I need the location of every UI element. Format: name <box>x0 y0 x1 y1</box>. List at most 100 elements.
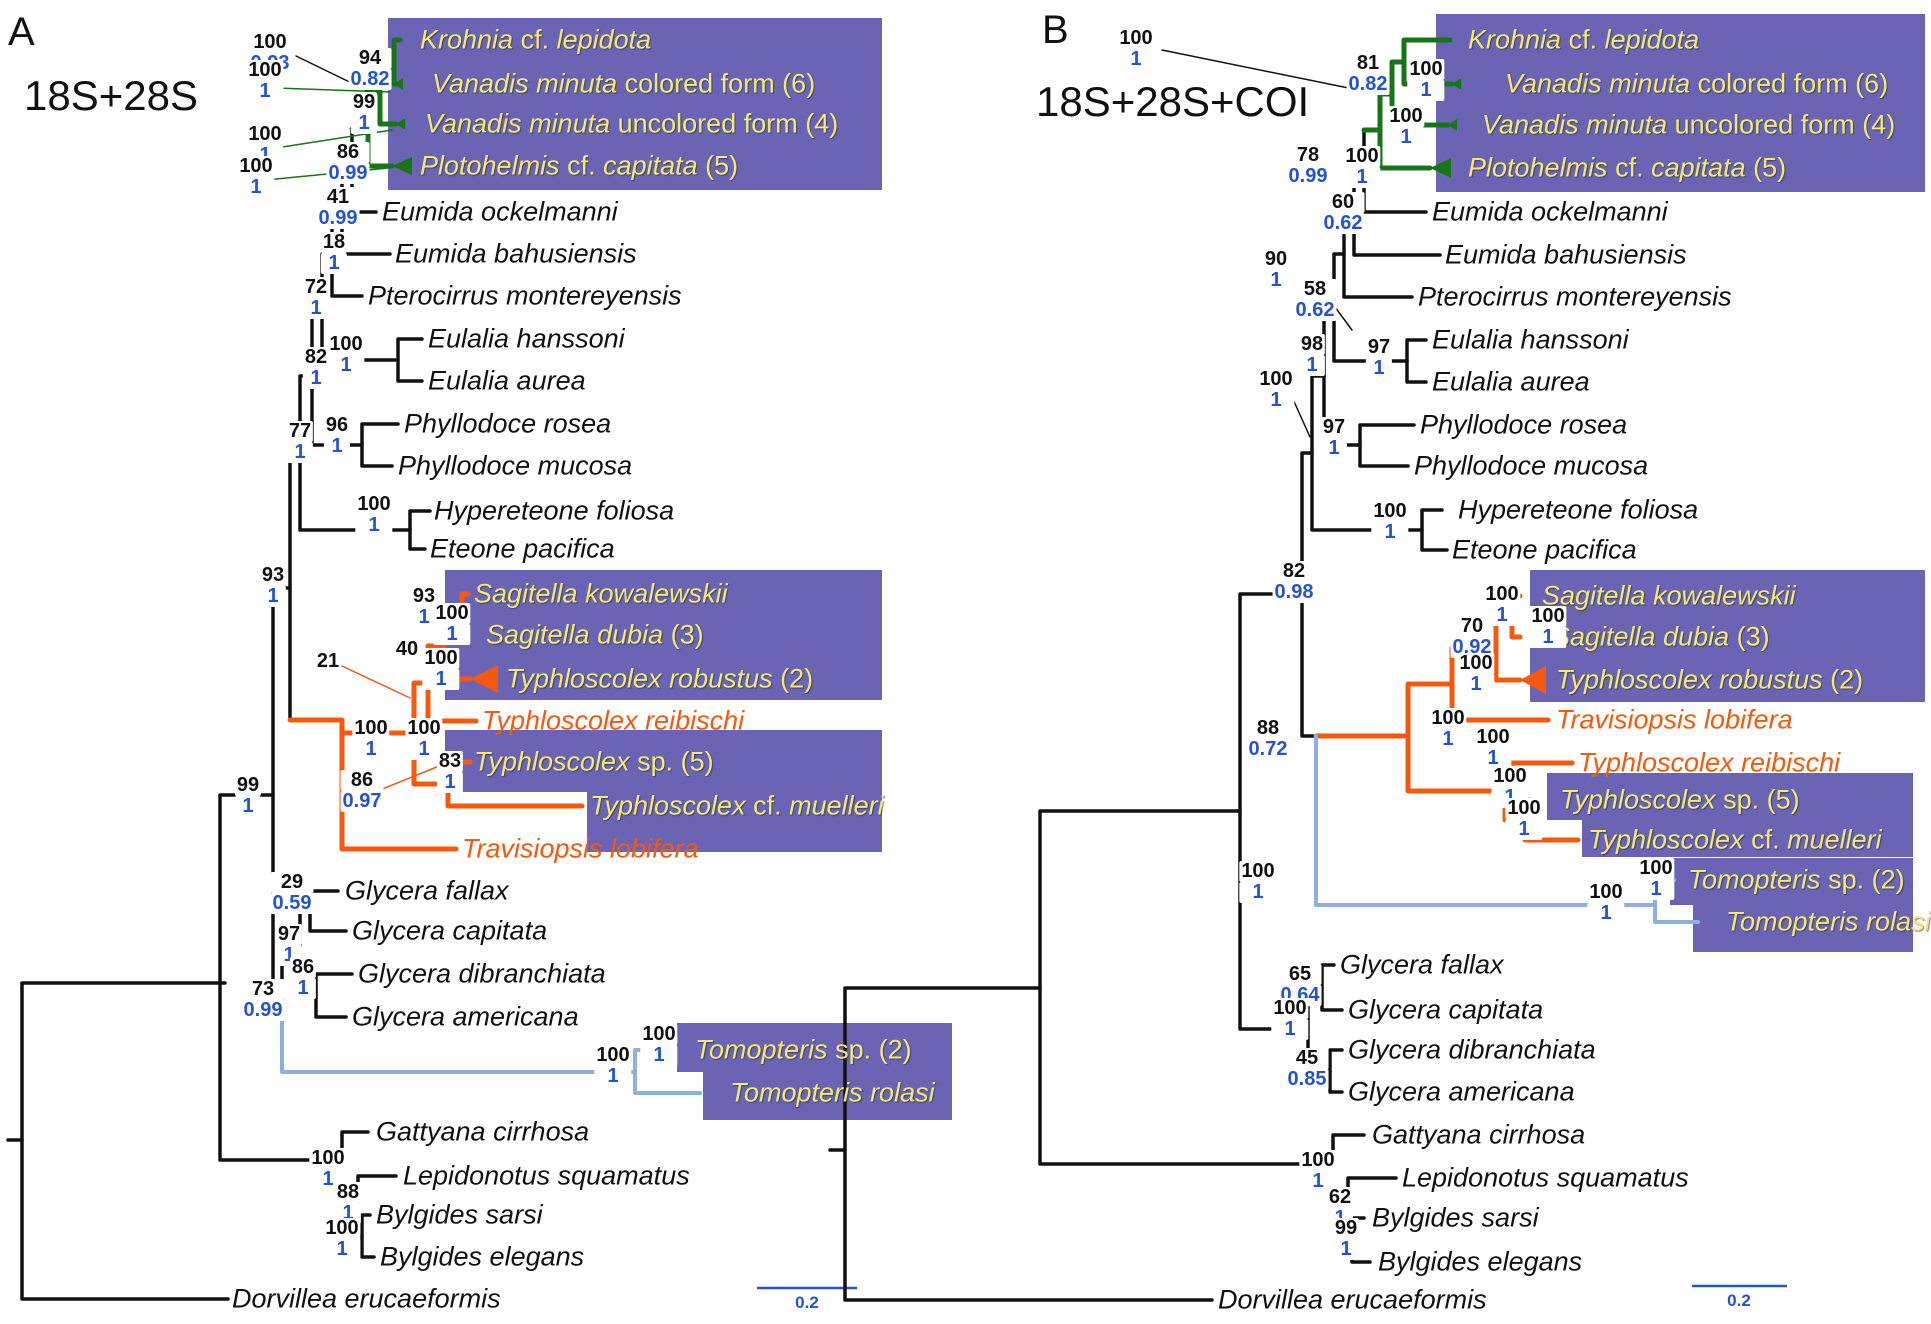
bootstrap-value: 70 <box>1450 616 1494 637</box>
taxon-name-segment: muelleri <box>789 790 884 821</box>
bootstrap-value: 99 <box>234 774 262 796</box>
posterior-probability-value: 1 <box>1365 358 1393 379</box>
support-values: 100 1 <box>1387 106 1425 148</box>
bootstrap-value: 100 <box>1343 145 1381 167</box>
support-leader-line <box>1314 734 1657 907</box>
taxon-name-segment: Lepidonotus squamatus <box>1402 1162 1689 1193</box>
taxon-name-segment: Glycera americana <box>352 1001 579 1032</box>
bootstrap-value: 97 <box>1320 416 1348 438</box>
taxon-name-segment: cf. <box>1607 152 1652 183</box>
support-values: 100 1 <box>1529 606 1567 648</box>
support-leader-line <box>379 763 445 791</box>
taxon-label: Phyllodoce rosea <box>1420 409 1628 440</box>
support-leader-line <box>1161 49 1379 95</box>
posterior-probability-value: 0.99 <box>241 999 285 1021</box>
taxon-name-segment: Vanadis minuta <box>1482 109 1668 140</box>
taxon-name-segment: muelleri <box>1787 824 1882 855</box>
posterior-probability-value: 1 <box>1387 127 1425 148</box>
taxon-label: Typhloscolex cf. muelleri <box>1588 824 1882 855</box>
support-values: 100 1 <box>237 156 275 198</box>
bootstrap-value: 94 <box>348 48 392 69</box>
support-values: 100 1 <box>1257 369 1295 411</box>
taxon-label: Hypereteone foliosa <box>1458 496 1698 524</box>
taxon-name-segment: Eumida bahusiensis <box>395 238 637 269</box>
taxon-name-segment: (5) <box>1745 152 1787 183</box>
bootstrap-value: 100 <box>1429 707 1467 729</box>
taxon-name-segment: sp. (5) <box>1715 784 1800 815</box>
support-values: 99 1 <box>234 774 262 817</box>
taxon-name-segment: Typhloscolex robustus <box>1556 664 1823 695</box>
taxon-label: Eumida bahusiensis <box>1445 241 1687 269</box>
taxon-name-segment: Sagitella dubia <box>1552 621 1730 652</box>
branch-path <box>1405 338 1428 384</box>
taxon-name-segment: Typhloscolex <box>1560 784 1716 815</box>
taxon-label: Pterocirrus montereyensis <box>1418 283 1732 311</box>
support-values: 96 1 <box>323 415 351 457</box>
clade-highlight-box <box>445 730 882 792</box>
support-values: 100 1 <box>1371 501 1409 543</box>
panel-b-title: 18S+28S+COI <box>1036 78 1310 125</box>
taxon-label: Bylgides elegans <box>1378 1248 1582 1276</box>
taxon-name-segment: Travisiopsis lobifera <box>462 833 699 864</box>
posterior-probability-value: 0.82 <box>1346 73 1390 95</box>
bootstrap-value: 100 <box>246 59 284 81</box>
bootstrap-value: 72 <box>302 276 330 298</box>
taxon-label: Typhloscolex robustus (2) <box>506 665 813 693</box>
posterior-probability-value: 1 <box>327 355 365 376</box>
scale-bar-label-a: 0.2 <box>795 1293 819 1312</box>
taxon-label: Sagitella dubia (3) <box>486 621 704 649</box>
taxon-name-segment: Eulalia aurea <box>428 365 586 396</box>
bootstrap-value: 100 <box>1117 27 1155 49</box>
taxon-name-segment: Phyllodoce rosea <box>1420 409 1628 440</box>
taxon-label: Typhloscolex cf. muelleri <box>590 790 884 821</box>
support-values: 58 0.62 <box>1293 279 1337 321</box>
bootstrap-value: 100 <box>433 602 471 624</box>
support-values: 100 1 <box>433 602 471 645</box>
taxon-label: Sagitella kowalewskii <box>1542 580 1796 611</box>
posterior-probability-value: 1 <box>422 669 460 690</box>
taxon-label: Eumida ockelmanni <box>382 198 618 226</box>
posterior-probability-value: 1 <box>350 113 378 134</box>
support-values: 45 0.85 <box>1285 1048 1329 1090</box>
support-values: 100 1 <box>640 1024 678 1066</box>
branch-path <box>360 1213 376 1259</box>
bootstrap-value: 100 <box>1271 997 1309 1019</box>
taxon-label: Bylgides elegans <box>380 1243 584 1271</box>
posterior-probability-value: 1 <box>323 1239 361 1260</box>
support-values: 21 <box>314 651 342 672</box>
clade-highlight-box <box>587 792 882 852</box>
taxon-label: Vanadis minuta colored form (6) <box>1505 70 1888 98</box>
taxon-label: Eulalia aurea <box>428 365 586 396</box>
support-values: 78 0.99 <box>1286 145 1330 187</box>
branch-path <box>843 986 1214 1302</box>
taxon-label: Lepidonotus squamatus <box>403 1162 690 1190</box>
bootstrap-value: 88 <box>334 1181 362 1203</box>
taxon-name-segment: Dorvillea erucaeformis <box>232 1283 501 1314</box>
taxon-name-segment: Sagitella kowalewskii <box>1542 580 1796 611</box>
taxon-label: Plotohelmis cf. capitata (5) <box>1468 152 1787 183</box>
posterior-probability-value: 1 <box>302 368 330 389</box>
taxon-name-segment: sp. (5) <box>629 746 714 777</box>
support-values: 86 0.97 <box>340 770 384 812</box>
support-values: 82 1 <box>302 347 330 389</box>
support-values: 100 1 <box>1117 27 1155 70</box>
support-values: 100 1 <box>1505 798 1543 840</box>
support-values: 100 1 <box>246 59 284 102</box>
posterior-probability-value: 1 <box>1262 270 1290 291</box>
support-values: 99 1 <box>1332 1218 1360 1260</box>
clade-highlight-box <box>388 18 882 190</box>
clade-highlight-box <box>1693 905 1913 952</box>
taxon-label: Travisiopsis lobifera <box>462 833 699 864</box>
taxon-label: Bylgides sarsi <box>376 1201 543 1229</box>
support-values: 29 0.59 <box>270 872 314 914</box>
support-values: 100 1 <box>1429 707 1467 750</box>
taxon-name-segment: Eulalia hanssoni <box>428 323 625 354</box>
bootstrap-value: 86 <box>326 142 370 163</box>
taxon-label: Vanadis minuta uncolored form (4) <box>425 110 838 138</box>
posterior-probability-value: 1 <box>1271 1019 1309 1040</box>
taxon-label: Typhloscolex reibischi <box>1578 749 1840 777</box>
bootstrap-value: 100 <box>1299 1149 1337 1171</box>
branch-path <box>1310 374 1424 532</box>
posterior-probability-value: 1 <box>237 177 275 198</box>
bootstrap-value: 45 <box>1285 1048 1329 1069</box>
